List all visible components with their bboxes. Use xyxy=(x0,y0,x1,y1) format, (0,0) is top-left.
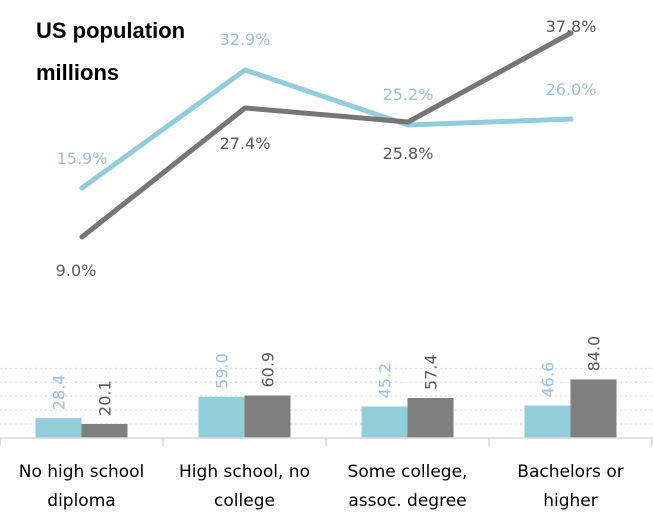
lines xyxy=(79,30,574,240)
bar xyxy=(35,418,82,438)
bar-value-label: 28.4 xyxy=(50,375,69,411)
data-labels: 28.4 59.0 45.2 46.6 20.1 60.9 57.4 84.0 15.9% 32.… xyxy=(50,17,604,416)
bar xyxy=(244,395,291,438)
chart-subtitle: millions xyxy=(36,60,119,85)
bar-value-label: 57.4 xyxy=(422,354,441,390)
bar xyxy=(524,405,571,438)
bar-value-label: 84.0 xyxy=(585,336,604,372)
gridlines xyxy=(0,367,653,425)
line-value-label: 15.9% xyxy=(57,149,108,168)
x-tick-label: Bachelors or xyxy=(517,462,623,482)
bar-value-label: 46.6 xyxy=(539,362,558,398)
line-value-label: 25.2% xyxy=(383,85,434,104)
x-tick-label: No high school xyxy=(19,462,145,482)
bar-value-label: 20.1 xyxy=(96,380,115,416)
bar xyxy=(570,379,617,438)
x-tick-label: diploma xyxy=(47,491,115,511)
x-tick-label: High school, no xyxy=(179,462,310,482)
x-tick-label: assoc. degree xyxy=(348,491,466,511)
series-line xyxy=(79,67,574,191)
line-value-label: 25.8% xyxy=(383,144,434,163)
chart-title: US population xyxy=(36,18,185,43)
x-tick-label: Some college, xyxy=(348,462,468,482)
line-value-label: 32.9% xyxy=(220,30,271,49)
bar-value-label: 59.0 xyxy=(213,353,232,389)
x-axis: No high school diploma High school, no coll… xyxy=(0,437,653,511)
x-tick-label: college xyxy=(214,491,275,511)
bars xyxy=(35,379,617,438)
bar xyxy=(198,396,245,438)
line-value-label: 26.0% xyxy=(546,80,597,99)
line-value-label: 37.8% xyxy=(546,17,597,36)
bar xyxy=(81,423,128,438)
series-line xyxy=(79,30,574,240)
bar-value-label: 45.2 xyxy=(376,363,395,399)
x-tick-label: higher xyxy=(543,491,598,511)
line-value-label: 9.0% xyxy=(56,261,97,280)
bar-value-label: 60.9 xyxy=(259,352,278,388)
bar xyxy=(361,406,408,438)
bar xyxy=(407,397,454,438)
line-value-label: 27.4% xyxy=(220,134,271,153)
